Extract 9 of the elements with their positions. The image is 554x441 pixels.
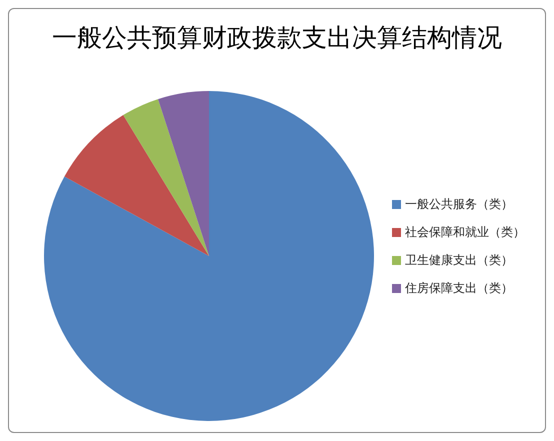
chart-title: 一般公共预算财政拨款支出决算结构情况 (51, 22, 503, 54)
legend-label: 卫生健康支出（类） (405, 253, 513, 267)
legend-label: 社会保障和就业（类） (405, 225, 525, 239)
legend-label: 住房保障支出（类） (405, 281, 513, 295)
pie-slice (123, 99, 209, 256)
pie-slice (158, 91, 209, 256)
legend-label: 一般公共服务（类） (405, 197, 513, 211)
pie-slice (44, 91, 374, 421)
pie-slice (64, 115, 209, 256)
